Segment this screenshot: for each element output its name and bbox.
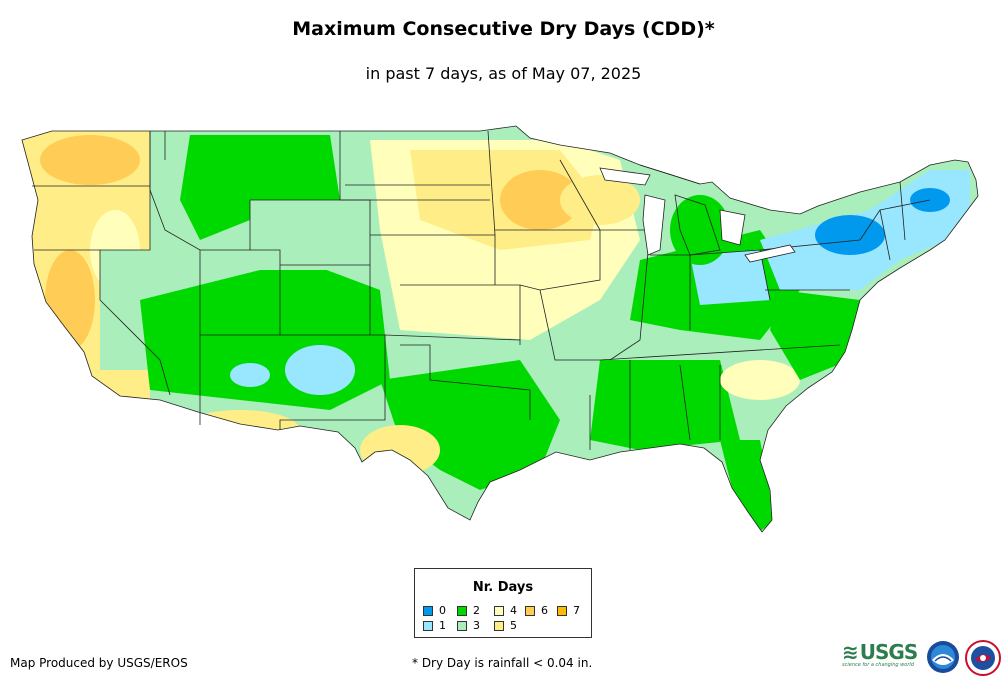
noaa-logo-icon[interactable]	[926, 640, 960, 674]
legend-label: 6	[541, 604, 548, 617]
legend-label: 0	[439, 604, 446, 617]
legend-swatch	[494, 605, 504, 616]
dry-day-footnote: * Dry Day is rainfall < 0.04 in.	[412, 656, 593, 670]
legend-swatch	[457, 605, 467, 616]
legend-swatch	[457, 620, 467, 631]
legend-swatch	[494, 620, 504, 631]
legend-item-4: 4	[494, 604, 517, 617]
map-title: Maximum Consecutive Dry Days (CDD)*	[292, 18, 715, 40]
legend-label: 4	[510, 604, 517, 617]
usgs-tagline: science for a changing world	[842, 662, 914, 668]
legend-label: 2	[473, 604, 480, 617]
lake-huron	[719, 209, 746, 246]
legend-item-6: 6	[525, 604, 548, 617]
agency-logos: ≋ USGS science for a changing world	[842, 640, 1002, 680]
legend-label: 1	[439, 619, 446, 632]
legend-item-0: 0	[423, 604, 446, 617]
legend: Nr. Days 0 1 2 3 4 5 6 7	[414, 568, 592, 638]
legend-item-2: 2	[457, 604, 480, 617]
legend-title: Nr. Days	[472, 580, 534, 595]
usgs-wordmark: USGS	[859, 640, 918, 664]
nws-logo-icon[interactable]	[965, 640, 1001, 676]
legend-label: 7	[573, 604, 580, 617]
usgs-logo[interactable]: ≋ USGS science for a changing world	[842, 640, 918, 668]
lake-michigan	[642, 194, 666, 256]
usgs-waves-icon: ≋	[842, 640, 859, 664]
legend-swatch	[525, 605, 535, 616]
legend-item-1: 1	[423, 619, 446, 632]
legend-swatch	[423, 620, 433, 631]
legend-item-5: 5	[494, 619, 517, 632]
map-credit: Map Produced by USGS/EROS	[10, 656, 188, 670]
legend-swatch	[423, 605, 433, 616]
legend-swatch	[557, 605, 567, 616]
legend-item-7: 7	[557, 604, 580, 617]
lake-erie	[744, 244, 796, 263]
legend-label: 3	[473, 619, 480, 632]
map-subtitle: in past 7 days, as of May 07, 2025	[365, 64, 642, 83]
lake-superior	[599, 167, 651, 186]
legend-label: 5	[510, 619, 517, 632]
legend-item-3: 3	[457, 619, 480, 632]
